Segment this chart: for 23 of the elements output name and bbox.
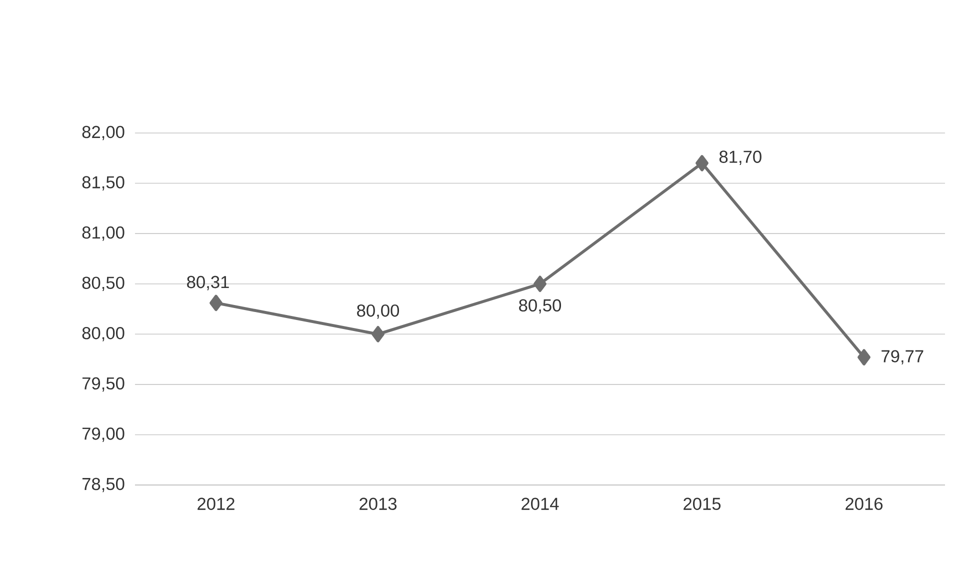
y-tick-label: 78,50 <box>82 478 124 492</box>
point <box>372 326 384 342</box>
data-label: 80,00 <box>357 304 400 319</box>
x-tick-label: 2016 <box>846 498 883 510</box>
point <box>858 349 870 366</box>
y-tick-label: 80,50 <box>82 276 124 292</box>
data-label: 80,50 <box>519 299 562 314</box>
y-tick-label: 80,00 <box>82 326 124 342</box>
data-label: 81,70 <box>719 150 762 165</box>
y-tick-label: 82,00 <box>82 126 124 140</box>
y-tick-label: 81,50 <box>82 176 124 190</box>
data-label: 80,31 <box>187 276 229 290</box>
y-tick-label: 79,00 <box>82 428 124 442</box>
point <box>210 294 222 312</box>
point <box>696 155 708 172</box>
y-tick-label: 79,50 <box>82 377 124 392</box>
x-tick-label: 2015 <box>684 498 721 510</box>
x-tick-label: 2014 <box>522 498 559 510</box>
point <box>534 276 546 292</box>
data-label: 79,77 <box>882 350 924 364</box>
x-tick-label: 2013 <box>360 498 397 510</box>
y-tick-label: 81,00 <box>82 226 124 241</box>
x-tick-label: 2012 <box>198 498 234 510</box>
